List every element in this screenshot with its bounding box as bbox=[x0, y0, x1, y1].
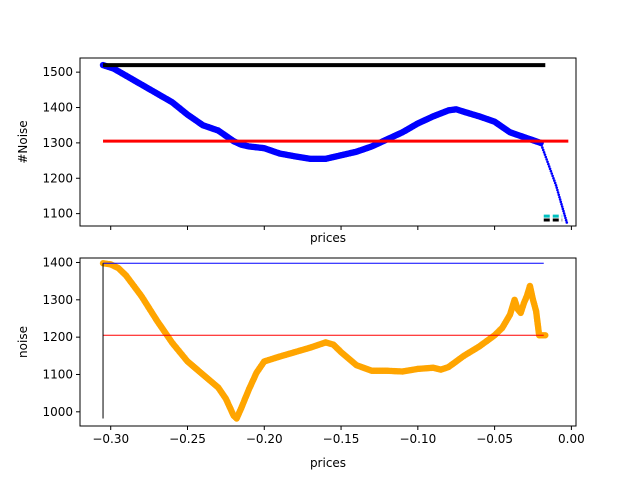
bottom-subplot: −0.30 −0.25 −0.20 −0.15 −0.10 −0.05 0.00 1000 11… bbox=[16, 255, 585, 470]
bottom-x-tick-label: −0.05 bbox=[476, 432, 513, 446]
bottom-x-tick-label: −0.10 bbox=[399, 432, 436, 446]
bottom-y-tick-label: 1200 bbox=[42, 330, 73, 344]
top-y-tick-label: 1300 bbox=[42, 136, 73, 150]
top-series-1-point bbox=[560, 202, 563, 206]
top-y-tick-label: 1100 bbox=[42, 207, 73, 221]
top-series-1-point bbox=[552, 176, 555, 180]
top-series-1-point bbox=[543, 153, 547, 156]
bottom-x-tick-label: −0.25 bbox=[169, 432, 206, 446]
top-series-1-point bbox=[553, 179, 556, 182]
top-series-1-point bbox=[540, 143, 543, 147]
bottom-y-axis-label: noise bbox=[16, 326, 30, 358]
bottom-plot-frame bbox=[79, 257, 577, 427]
top-series-1-point bbox=[561, 207, 565, 211]
top-y-tick-label: 1400 bbox=[42, 101, 73, 115]
top-series-1-point bbox=[541, 148, 545, 152]
bottom-x-axis-label: prices bbox=[310, 456, 346, 470]
top-x-axis-label: prices bbox=[310, 231, 346, 245]
top-series-1-point bbox=[541, 146, 544, 149]
top-series-1-point bbox=[558, 198, 562, 201]
bottom-plot-marks bbox=[99, 260, 549, 422]
top-series-1-point bbox=[564, 216, 567, 220]
top-series-1-point bbox=[542, 151, 546, 154]
top-series-1-point bbox=[559, 200, 563, 204]
top-series-1-point bbox=[565, 221, 569, 224]
top-series-1-point bbox=[558, 195, 561, 199]
top-plot-marks bbox=[99, 61, 569, 224]
top-series-1-point bbox=[548, 167, 552, 171]
top-series-1-point bbox=[563, 214, 567, 217]
top-series-1-point bbox=[556, 188, 559, 192]
top-series-1-point bbox=[549, 169, 553, 173]
top-series-1-point bbox=[555, 186, 559, 189]
top-series-1-point bbox=[557, 193, 561, 197]
top-y-tick-label: 1200 bbox=[42, 171, 73, 185]
bottom-y-tick-label: 1000 bbox=[42, 405, 73, 419]
top-series-1-point bbox=[556, 191, 560, 194]
top-series-1-point bbox=[547, 165, 551, 168]
bottom-x-tick-label: −0.30 bbox=[92, 432, 129, 446]
top-series-1-point bbox=[562, 209, 565, 213]
top-series-1-point bbox=[550, 172, 554, 175]
top-series-1-point bbox=[560, 205, 564, 208]
bottom-x-tick-label: −0.20 bbox=[246, 432, 283, 446]
top-series-1-point bbox=[553, 181, 557, 185]
bottom-y-tick-label: 1300 bbox=[42, 293, 73, 307]
bottom-x-tick-label: 0.00 bbox=[558, 432, 585, 446]
top-plot-frame bbox=[79, 57, 577, 227]
top-axis-ticks: 1100 1200 1300 1400 1500 bbox=[42, 65, 572, 230]
top-subplot: 1100 1200 1300 1400 1500 prices #Noise bbox=[16, 57, 577, 245]
top-series-1-point bbox=[545, 158, 548, 161]
bottom-y-tick-label: 1400 bbox=[42, 255, 73, 269]
top-series-1-point bbox=[554, 184, 558, 187]
top-series-1-point bbox=[546, 160, 549, 164]
top-series-1-point bbox=[551, 174, 554, 178]
top-series-1-point bbox=[562, 212, 566, 215]
bottom-y-tick-label: 1100 bbox=[42, 367, 73, 381]
top-series-1-point bbox=[564, 218, 568, 222]
top-y-axis-label: #Noise bbox=[16, 120, 30, 163]
top-y-tick-label: 1500 bbox=[42, 65, 73, 79]
bottom-axis-ticks: −0.30 −0.25 −0.20 −0.15 −0.10 −0.05 0.00 1000 11… bbox=[42, 255, 584, 446]
top-series-1-point bbox=[547, 162, 550, 166]
bottom-x-tick-label: −0.15 bbox=[323, 432, 360, 446]
bottom-series-0-point bbox=[542, 332, 549, 339]
top-series-1-point bbox=[544, 155, 548, 159]
